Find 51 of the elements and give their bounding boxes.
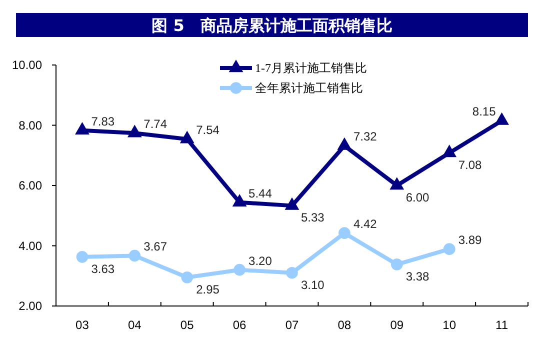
point xyxy=(338,227,350,240)
y-tick-label: 8.00 xyxy=(18,118,42,132)
data-label: 5.44 xyxy=(248,186,272,200)
point xyxy=(234,264,246,276)
point xyxy=(284,197,300,210)
y-tick-label: 2.00 xyxy=(18,299,42,313)
point xyxy=(75,122,90,135)
y-tick-label: 6.00 xyxy=(18,178,42,192)
data-label: 4.42 xyxy=(353,217,378,232)
point xyxy=(76,250,88,263)
point xyxy=(390,177,404,190)
data-label: 3.10 xyxy=(301,278,325,292)
point xyxy=(442,144,457,158)
data-label: 3.89 xyxy=(458,233,482,248)
legend-label: 1-7月累计施工销售比 xyxy=(255,61,367,75)
x-tick-label: 11 xyxy=(496,318,508,332)
point xyxy=(181,271,194,284)
chart-title: 图 5 商品房累计施工面积销售比 xyxy=(152,16,392,35)
point xyxy=(286,266,298,279)
data-label: 3.67 xyxy=(144,240,168,254)
data-label: 7.83 xyxy=(91,114,115,128)
data-label: 7.08 xyxy=(458,158,482,172)
data-label: 7.32 xyxy=(353,130,378,144)
data-label: 3.63 xyxy=(91,262,115,276)
point xyxy=(127,124,142,138)
point xyxy=(494,112,509,125)
x-tick-label: 05 xyxy=(180,318,194,332)
data-label: 6.00 xyxy=(406,190,430,204)
point xyxy=(390,258,403,270)
x-tick-label: 07 xyxy=(285,318,299,332)
x-tick-label: 03 xyxy=(76,318,90,332)
x-tick-label: 04 xyxy=(128,318,142,332)
point xyxy=(128,250,141,262)
point xyxy=(443,243,456,255)
data-label: 8.15 xyxy=(472,104,496,119)
x-tick-label: 08 xyxy=(338,318,352,332)
data-label: 3.20 xyxy=(248,254,272,268)
data-label: 5.33 xyxy=(301,210,325,225)
data-label: 3.38 xyxy=(406,269,430,284)
y-tick-label: 4.00 xyxy=(18,238,42,253)
point xyxy=(337,137,352,150)
point xyxy=(180,130,194,144)
data-label: 2.95 xyxy=(196,282,220,296)
y-tick-label: 10.00 xyxy=(12,58,42,72)
x-tick-label: 06 xyxy=(232,318,247,332)
data-label: 7.54 xyxy=(196,123,220,138)
legend-label: 全年累计施工销售比 xyxy=(255,81,363,95)
point xyxy=(232,194,247,207)
x-tick-label: 09 xyxy=(390,318,404,332)
x-tick-label: 10 xyxy=(442,318,456,332)
data-label: 7.74 xyxy=(144,117,168,132)
